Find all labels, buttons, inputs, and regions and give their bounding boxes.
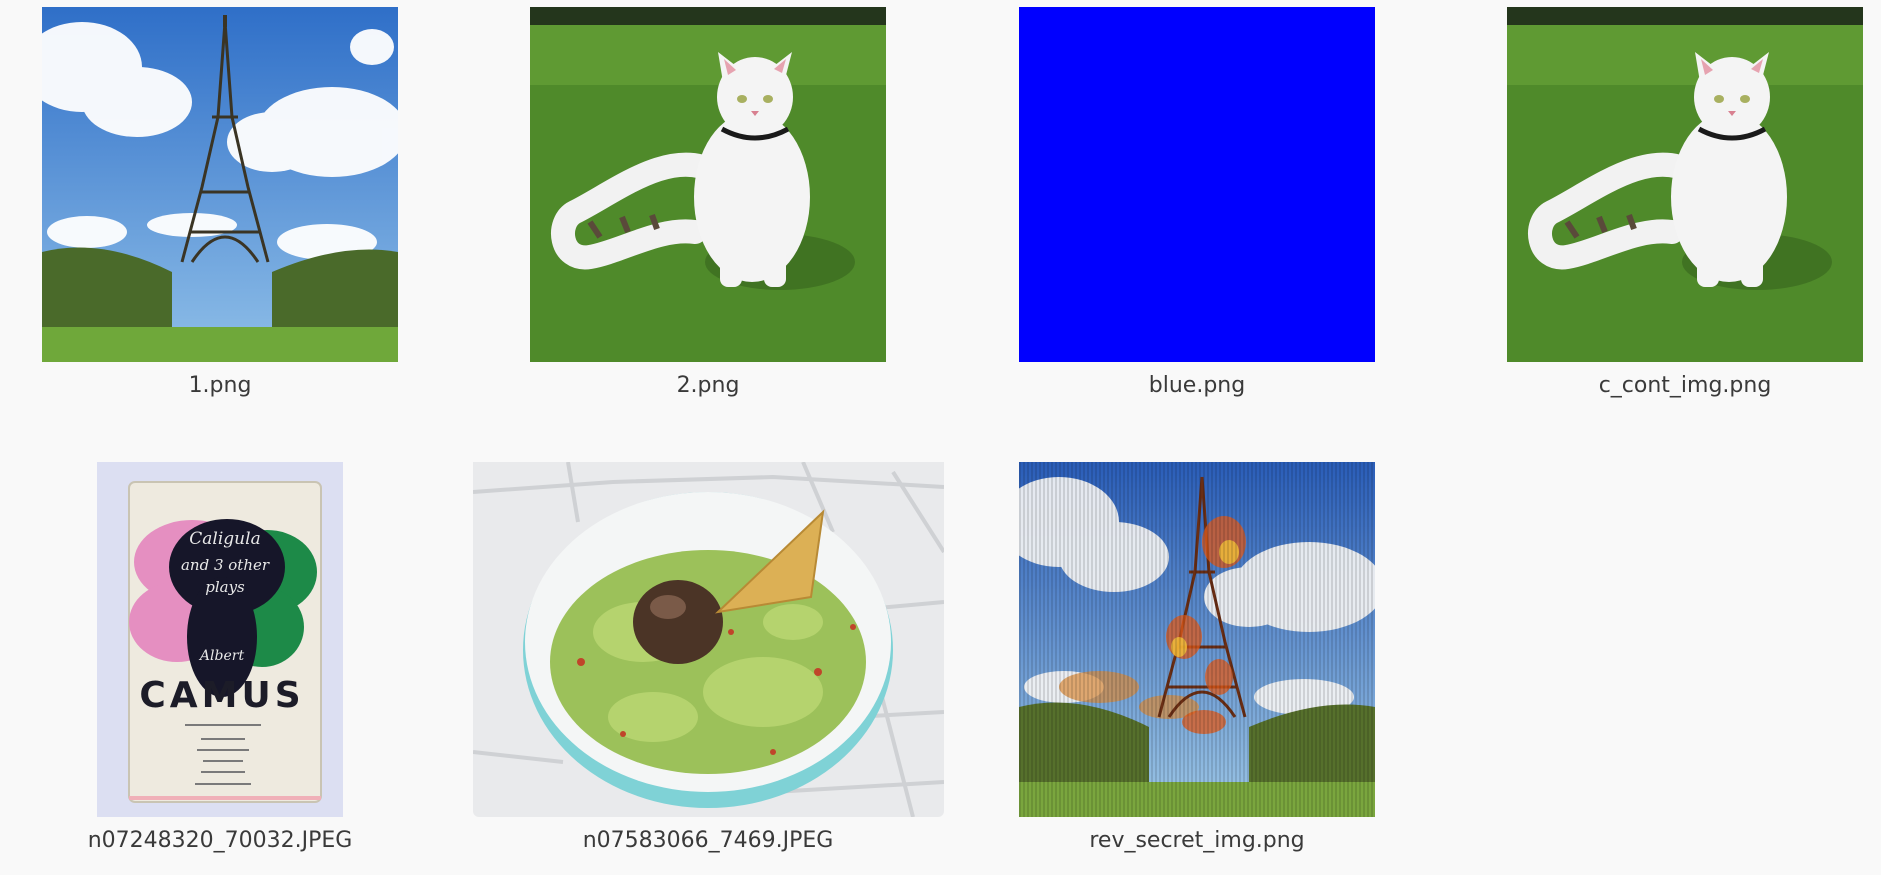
- filename-label: blue.png: [1148, 373, 1246, 398]
- thumbnail-2-png[interactable]: [530, 7, 886, 362]
- book-title-line2: and 3 other: [181, 556, 270, 574]
- cat-on-grass-image: [1507, 7, 1863, 362]
- thumbnail-n07248320-70032-jpeg[interactable]: Caligula and 3 other plays Albert CAMUS: [97, 462, 343, 817]
- cat-on-grass-image: [530, 7, 886, 362]
- book-author-first: Albert: [198, 648, 245, 664]
- book-cover-image: Caligula and 3 other plays Albert CAMUS: [97, 462, 343, 817]
- filename-label: n07248320_70032.JPEG: [87, 828, 353, 853]
- book-author-last: CAMUS: [139, 675, 304, 716]
- thumbnail-blue-png[interactable]: [1019, 7, 1375, 362]
- guacamole-bowl-image: [473, 462, 944, 817]
- filename-label: n07583066_7469.JPEG: [582, 828, 834, 853]
- filename-label: 2.png: [676, 373, 740, 398]
- filename-label: c_cont_img.png: [1598, 373, 1772, 398]
- solid-blue-image: [1019, 7, 1375, 362]
- thumbnail-n07583066-7469-jpeg[interactable]: [473, 462, 944, 817]
- distorted-eiffel-tower-image: [1019, 462, 1375, 817]
- thumbnail-rev-secret-img-png[interactable]: [1019, 462, 1375, 817]
- thumbnail-1-png[interactable]: [42, 7, 398, 362]
- filename-label: rev_secret_img.png: [1089, 828, 1305, 853]
- book-title-line1: Caligula: [189, 529, 260, 549]
- filename-label: 1.png: [188, 373, 252, 398]
- thumbnail-c-cont-img-png[interactable]: [1507, 7, 1863, 362]
- book-title-line3: plays: [205, 578, 245, 596]
- eiffel-tower-image: [42, 7, 398, 362]
